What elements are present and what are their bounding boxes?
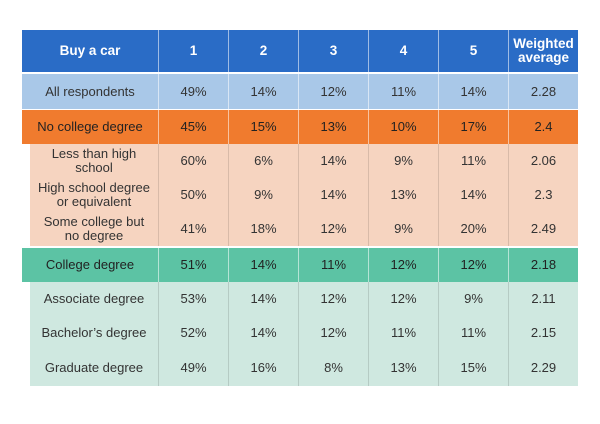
table-cell: 2.49 — [508, 212, 578, 246]
header-title: Buy a car — [59, 42, 121, 58]
table-cell: 14% — [438, 74, 508, 109]
table-cell: 11% — [438, 144, 508, 178]
table-cell: 2.11 — [508, 282, 578, 316]
table-cell: 11% — [438, 316, 508, 350]
table-cell: 14% — [228, 282, 298, 316]
table-cell: 12% — [368, 248, 438, 282]
table-row: Less than high school 60% 6% 14% 9% 11% 2.06 — [30, 144, 578, 178]
row-label: High school degree or equivalent — [37, 180, 151, 209]
table-cell: 12% — [298, 212, 368, 246]
row-label: Bachelor’s degree — [41, 325, 147, 341]
table-cell: 14% — [228, 74, 298, 109]
table-row: Associate degree 53% 14% 12% 12% 9% 2.11 — [30, 282, 578, 316]
table-cell: 11% — [368, 74, 438, 109]
table-cell: 2.06 — [508, 144, 578, 178]
table-row: No college degree 45% 15% 13% 10% 17% 2.4 — [22, 110, 578, 144]
table-cell: 13% — [368, 350, 438, 386]
table-cell: 14% — [438, 178, 508, 212]
table-header-row: Buy a car 1 2 3 4 5 Weighted average — [22, 30, 578, 72]
table-cell: 14% — [298, 144, 368, 178]
column-header: 3 — [298, 30, 368, 72]
row-label: College degree — [45, 257, 135, 273]
table-cell: 9% — [438, 282, 508, 316]
table-cell: 18% — [228, 212, 298, 246]
table-row: Bachelor’s degree 52% 14% 12% 11% 11% 2.15 — [30, 316, 578, 350]
table-cell: 2.18 — [508, 248, 578, 282]
table-cell: 12% — [298, 316, 368, 350]
table-cell: 14% — [228, 248, 298, 282]
table-cell: 10% — [368, 110, 438, 144]
table-cell: 15% — [228, 110, 298, 144]
column-header: Weighted average — [508, 30, 578, 72]
table-cell: 2.3 — [508, 178, 578, 212]
table-cell: 41% — [158, 212, 228, 246]
table-cell: 12% — [298, 282, 368, 316]
column-header: 1 — [158, 30, 228, 72]
table-cell: 15% — [438, 350, 508, 386]
table-cell: 49% — [158, 74, 228, 109]
table-cell: 6% — [228, 144, 298, 178]
table-cell: 2.15 — [508, 316, 578, 350]
table-cell: 53% — [158, 282, 228, 316]
table-row: College degree 51% 14% 11% 12% 12% 2.18 — [22, 248, 578, 282]
table-cell: 20% — [438, 212, 508, 246]
table-cell: 9% — [368, 144, 438, 178]
table-row: High school degree or equivalent 50% 9% 14%… — [30, 178, 578, 212]
table-cell: 14% — [298, 178, 368, 212]
row-label: No college degree — [37, 119, 143, 135]
table-cell: 16% — [228, 350, 298, 386]
row-label: All respondents — [45, 83, 135, 99]
row-label: Associate degree — [43, 291, 145, 307]
table-cell: 12% — [298, 74, 368, 109]
table-cell: 8% — [298, 350, 368, 386]
table-cell: 13% — [298, 110, 368, 144]
row-label: Graduate degree — [44, 360, 144, 376]
table-row: Some college but no degree 41% 18% 12% 9% 20%… — [30, 212, 578, 246]
row-label: Less than high school — [51, 146, 137, 175]
table-cell: 14% — [228, 316, 298, 350]
table-cell: 50% — [158, 178, 228, 212]
table-cell: 49% — [158, 350, 228, 386]
table-cell: 2.28 — [508, 74, 578, 109]
table-cell: 51% — [158, 248, 228, 282]
table-cell: 52% — [158, 316, 228, 350]
table-cell: 11% — [298, 248, 368, 282]
table-cell: 2.4 — [508, 110, 578, 144]
table-cell: 13% — [368, 178, 438, 212]
table-cell: 17% — [438, 110, 508, 144]
table-cell: 12% — [368, 282, 438, 316]
table-cell: 2.29 — [508, 350, 578, 386]
table-cell: 60% — [158, 144, 228, 178]
table-row: All respondents 49% 14% 12% 11% 14% 2.28 — [22, 74, 578, 109]
table-cell: 9% — [228, 178, 298, 212]
table-cell: 9% — [368, 212, 438, 246]
table-cell: 11% — [368, 316, 438, 350]
column-header: 5 — [438, 30, 508, 72]
table-cell: 12% — [438, 248, 508, 282]
column-header: 2 — [228, 30, 298, 72]
column-header: 4 — [368, 30, 438, 72]
table-cell: 45% — [158, 110, 228, 144]
row-label: Some college but no degree — [43, 214, 145, 243]
table-row: Graduate degree 49% 16% 8% 13% 15% 2.29 — [30, 350, 578, 386]
